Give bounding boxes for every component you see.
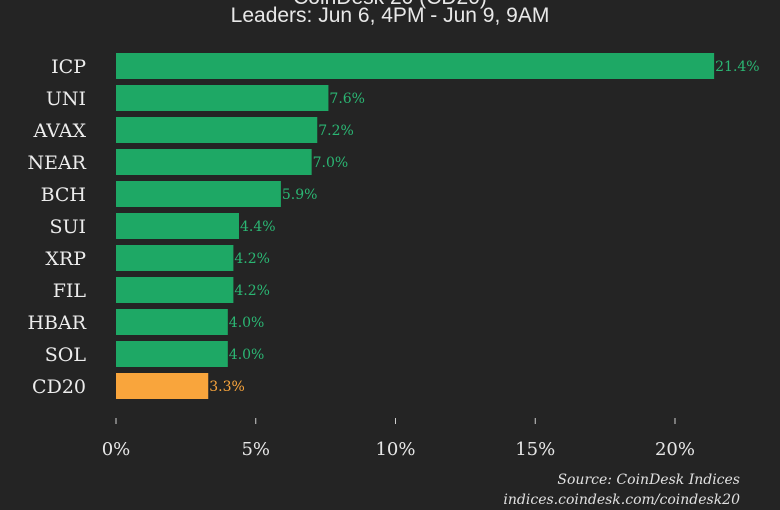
source-text: Source: CoinDesk Indices: [557, 472, 740, 488]
bar-avax: [116, 117, 318, 143]
category-label-avax: AVAX: [33, 120, 87, 142]
value-label-sol: 4.0%: [229, 347, 265, 363]
category-label-near: NEAR: [27, 152, 86, 174]
category-label-bch: BCH: [41, 184, 86, 206]
bar-bch: [116, 181, 281, 207]
bar-uni: [116, 85, 329, 111]
value-label-fil: 4.2%: [234, 283, 270, 299]
category-label-cd20: CD20: [32, 376, 86, 398]
value-label-hbar: 4.0%: [229, 315, 265, 331]
category-label-icp: ICP: [51, 56, 86, 78]
category-label-hbar: HBAR: [27, 312, 86, 334]
value-label-cd20: 3.3%: [209, 379, 245, 395]
x-tick-label-5: 5%: [241, 439, 270, 460]
x-tick-label-15: 15%: [515, 439, 555, 460]
category-label-sui: SUI: [49, 216, 86, 238]
bar-hbar: [116, 309, 228, 335]
bar-fil: [116, 277, 234, 303]
source-url[interactable]: indices.coindesk.com/coindesk20: [503, 492, 740, 508]
chart-subtitle: Leaders: Jun 6, 4PM - Jun 9, 9AM: [230, 4, 550, 27]
bar-sol: [116, 341, 228, 367]
source-note: Source: CoinDesk Indices indices.coindes…: [503, 470, 740, 510]
value-label-near: 7.0%: [313, 155, 349, 171]
value-label-xrp: 4.2%: [234, 251, 270, 267]
x-tick-label-0: 0%: [102, 439, 131, 460]
category-label-sol: SOL: [45, 344, 87, 366]
value-label-bch: 5.9%: [282, 187, 318, 203]
x-tick-label-20: 20%: [655, 439, 695, 460]
bar-near: [116, 149, 312, 175]
x-tick-label-10: 10%: [375, 439, 415, 460]
category-label-xrp: XRP: [45, 248, 86, 270]
value-label-icp: 21.4%: [715, 59, 759, 75]
chart-title: CoinDesk 20 (CD20): [0, 0, 780, 9]
bar-cd20: [116, 373, 209, 399]
value-label-avax: 7.2%: [318, 123, 354, 139]
bar-chart: ICP 21.4% UNI 7.6% AVAX 7.2% NEAR 7.0% BCH 5.9% SU…: [27, 53, 760, 460]
bar-sui: [116, 213, 239, 239]
bar-xrp: [116, 245, 234, 271]
bar-icp: [116, 53, 715, 79]
category-label-uni: UNI: [46, 88, 86, 110]
value-label-uni: 7.6%: [329, 91, 365, 107]
category-label-fil: FIL: [53, 280, 87, 302]
value-label-sui: 4.4%: [240, 219, 276, 235]
